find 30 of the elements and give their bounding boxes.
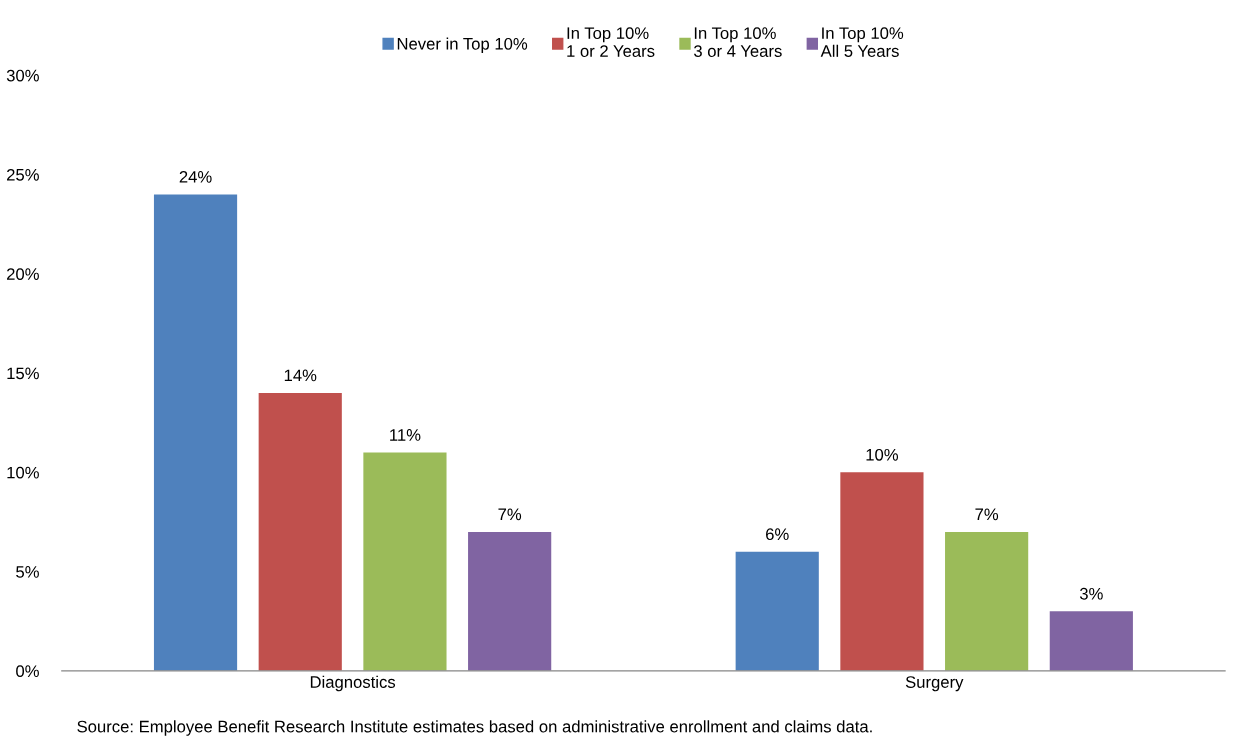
data-label: 3% [1079,587,1103,600]
bar [153,194,238,671]
data-label: 7% [498,508,522,521]
legend-label: In Top 10% 3 or 4 Years [693,27,782,57]
bar [363,452,447,671]
y-tick-label: 10% [7,466,39,479]
data-label: 10% [866,448,899,461]
bar [735,551,819,671]
y-tick-label: 15% [7,367,39,380]
data-label: 6% [766,528,789,541]
source-note: Source: Employee Benefit Research Institute estimates based on administrative enrollment and claims data. [77,720,872,736]
bar [468,531,552,671]
bar [840,472,924,671]
legend-label: In Top 10% All 5 Years [820,27,904,57]
data-label: 11% [390,429,421,441]
y-tick-label: 5% [16,566,39,578]
data-label: 14% [284,369,317,382]
x-tick-label: Surgery [905,676,964,692]
bar [945,531,1029,671]
y-tick-label: 20% [7,268,39,280]
y-tick-label: 0% [16,665,39,678]
data-label: 7% [975,508,999,521]
y-tick-label: 25% [7,168,39,181]
y-tick-label: 30% [6,69,39,82]
legend-label: In Top 10% 1 or 2 Years [567,27,655,57]
bar [258,392,342,671]
x-tick-label: Diagnostics [310,675,396,692]
data-label: 24% [179,170,212,183]
bar [1049,611,1133,671]
legend-label: Never in Top 10% [397,37,528,54]
